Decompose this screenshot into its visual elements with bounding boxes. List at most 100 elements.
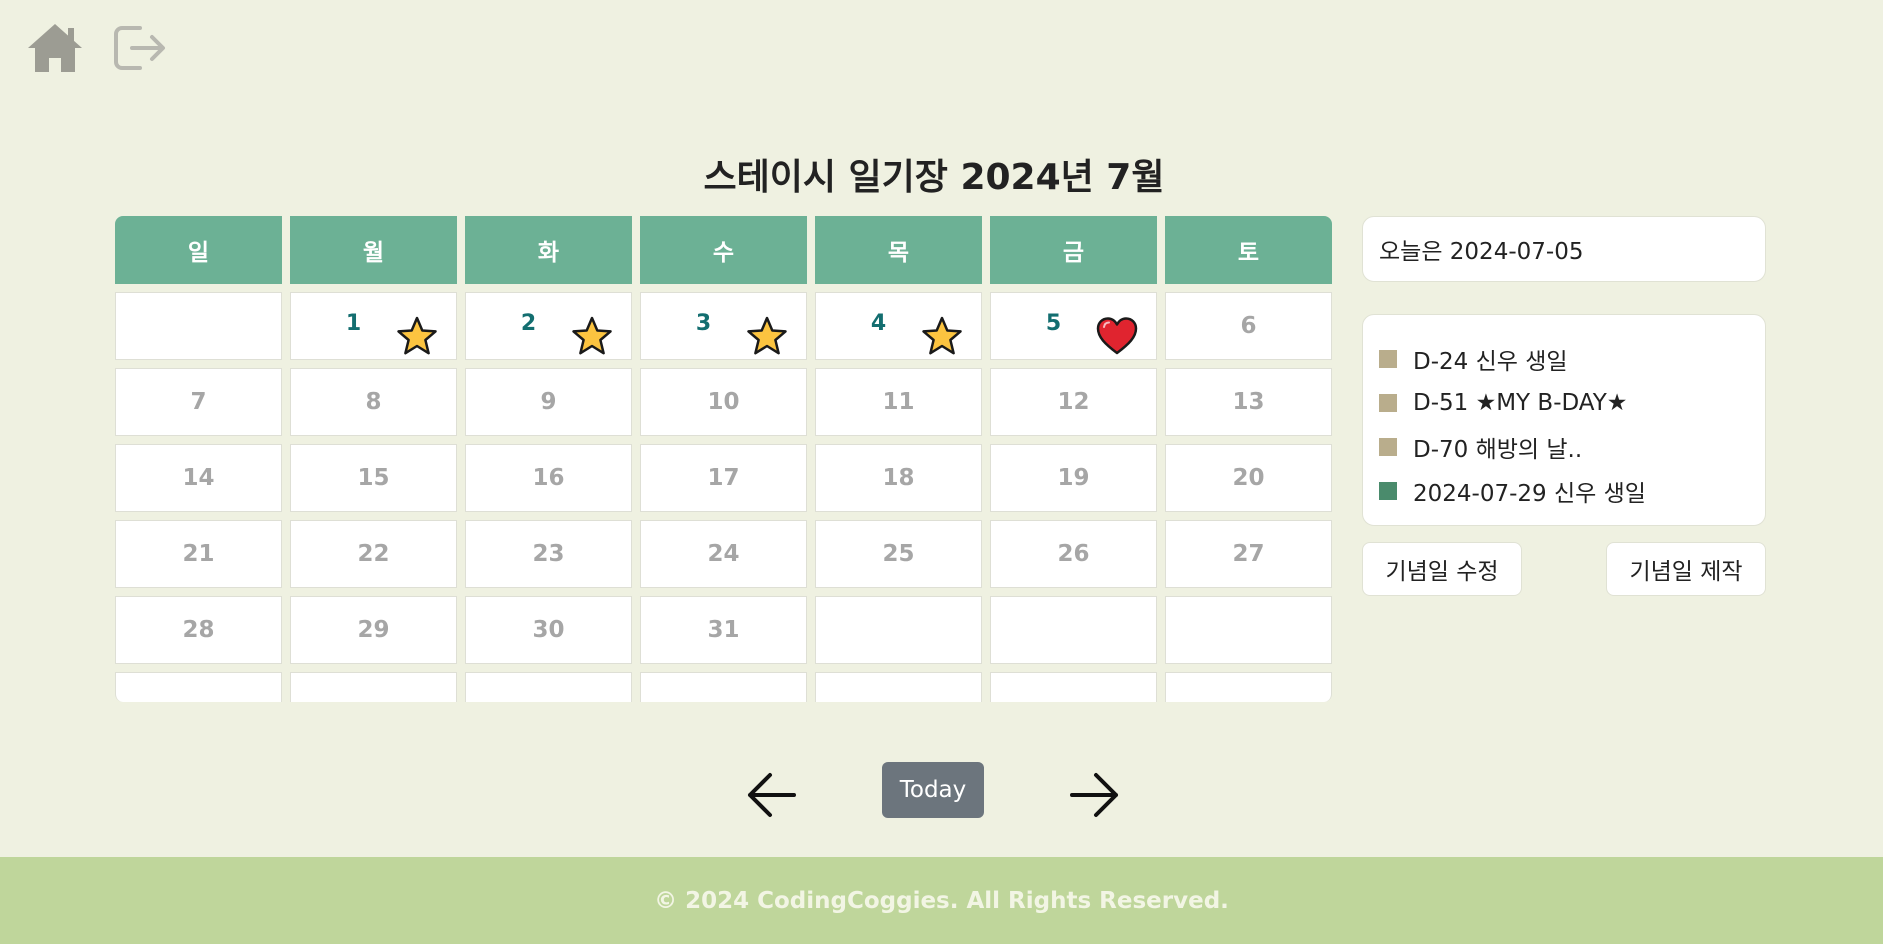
day-number: 22 [357,541,390,567]
prev-month-arrow-icon[interactable] [744,770,800,820]
day-number: 11 [882,389,915,415]
star-icon [572,316,612,355]
calendar-day-7[interactable]: 7 [115,368,282,436]
weekday-header-thu: 목 [815,216,982,284]
calendar-day-9[interactable]: 9 [465,368,632,436]
day-number: 9 [540,389,557,415]
dday-color-marker [1379,350,1397,368]
next-month-arrow-icon[interactable] [1066,770,1122,820]
calendar-day-16[interactable]: 16 [465,444,632,512]
edit-anniversary-button[interactable]: 기념일 수정 [1362,542,1522,596]
dday-list: D-24 신우 생일 D-51 ★MY B-DAY★ D-70 해방의 날.. … [1362,314,1766,526]
day-number: 27 [1232,541,1265,567]
calendar-day-10[interactable]: 10 [640,368,807,436]
calendar-day-5[interactable]: 5 [990,292,1157,360]
weekday-header-sun: 일 [115,216,282,284]
day-number: 20 [1232,465,1265,491]
top-nav [24,20,172,76]
calendar-day-1[interactable]: 1 [290,292,457,360]
calendar-empty-cell [1165,672,1332,702]
day-number: 18 [882,465,915,491]
calendar-day-3[interactable]: 3 [640,292,807,360]
calendar-empty-cell [115,672,282,702]
day-number: 17 [707,465,740,491]
home-icon[interactable] [24,20,86,76]
calendar-day-8[interactable]: 8 [290,368,457,436]
day-number: 21 [182,541,215,567]
calendar-day-26[interactable]: 26 [990,520,1157,588]
calendar-day-25[interactable]: 25 [815,520,982,588]
calendar-day-13[interactable]: 13 [1165,368,1332,436]
day-number: 19 [1057,465,1090,491]
day-number: 28 [182,617,215,643]
page-title: 스테이시 일기장 2024년 7월 [703,157,1165,198]
dday-color-marker [1379,438,1397,456]
calendar-day-28[interactable]: 28 [115,596,282,664]
day-number: 2 [520,310,537,336]
calendar-day-14[interactable]: 14 [115,444,282,512]
weekday-header-sat: 토 [1165,216,1332,284]
calendar-empty-cell [640,672,807,702]
calendar-empty-cell [115,292,282,360]
day-number: 31 [707,617,740,643]
star-icon [922,316,962,355]
calendar-empty-cell [290,672,457,702]
day-number: 10 [707,389,740,415]
day-number: 8 [365,389,382,415]
today-date-box: 오늘은 2024-07-05 [1362,216,1766,282]
create-anniversary-button[interactable]: 기념일 제작 [1606,542,1766,596]
dday-item[interactable]: D-70 해방의 날.. [1379,425,1765,469]
calendar-empty-cell [815,596,982,664]
calendar-day-29[interactable]: 29 [290,596,457,664]
calendar-day-11[interactable]: 11 [815,368,982,436]
calendar-empty-cell [1165,596,1332,664]
calendar-day-17[interactable]: 17 [640,444,807,512]
calendar-day-24[interactable]: 24 [640,520,807,588]
calendar-day-4[interactable]: 4 [815,292,982,360]
dday-color-marker [1379,394,1397,412]
day-number: 16 [532,465,565,491]
day-number: 12 [1057,389,1090,415]
today-button[interactable]: Today [882,762,984,818]
calendar-day-31[interactable]: 31 [640,596,807,664]
calendar-day-21[interactable]: 21 [115,520,282,588]
calendar-empty-cell [465,672,632,702]
calendar-day-20[interactable]: 20 [1165,444,1332,512]
calendar-day-2[interactable]: 2 [465,292,632,360]
calendar-day-12[interactable]: 12 [990,368,1157,436]
calendar-day-22[interactable]: 22 [290,520,457,588]
calendar-day-19[interactable]: 19 [990,444,1157,512]
calendar-day-18[interactable]: 18 [815,444,982,512]
day-number: 23 [532,541,565,567]
day-number: 25 [882,541,915,567]
logout-icon[interactable] [110,20,172,76]
footer-copyright: © 2024 CodingCoggies. All Rights Reserve… [654,887,1229,914]
day-number: 26 [1057,541,1090,567]
day-number: 4 [870,310,887,336]
day-number: 15 [357,465,390,491]
calendar-day-23[interactable]: 23 [465,520,632,588]
calendar-day-30[interactable]: 30 [465,596,632,664]
dday-item[interactable]: D-51 ★MY B-DAY★ [1379,381,1765,425]
weekday-header-fri: 금 [990,216,1157,284]
day-number: 30 [532,617,565,643]
day-number: 7 [190,389,207,415]
day-number: 13 [1232,389,1265,415]
dday-text: D-24 신우 생일 [1413,349,1568,375]
calendar-empty-cell [990,672,1157,702]
star-icon [747,316,787,355]
dday-item[interactable]: 2024-07-29 신우 생일 [1379,469,1765,513]
dday-text: 2024-07-29 신우 생일 [1413,481,1646,507]
day-number: 24 [707,541,740,567]
calendar-day-27[interactable]: 27 [1165,520,1332,588]
calendar-day-6[interactable]: 6 [1165,292,1332,360]
day-number: 1 [345,310,362,336]
day-number: 29 [357,617,390,643]
star-icon [397,316,437,355]
day-number: 3 [695,310,712,336]
calendar-grid: 일 월 화 수 목 금 토 1 2 3 4 5 6 7 8 9 10 11 12… [115,216,1332,702]
calendar-day-15[interactable]: 15 [290,444,457,512]
today-date-text: 오늘은 2024-07-05 [1379,239,1584,265]
dday-item[interactable]: D-24 신우 생일 [1379,337,1765,381]
day-number: 6 [1240,313,1257,339]
